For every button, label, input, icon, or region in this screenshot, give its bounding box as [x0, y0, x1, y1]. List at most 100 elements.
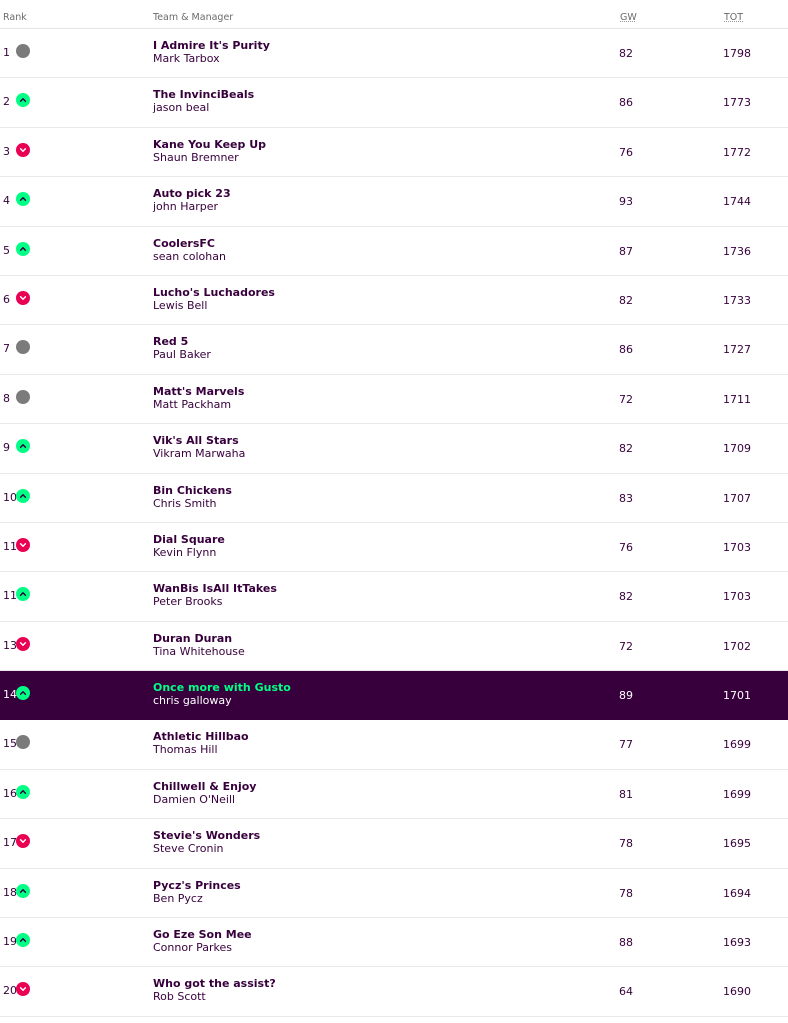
rank-up-icon [16, 93, 30, 108]
rank-number: 16 [3, 786, 17, 800]
total-points: 1707 [723, 491, 751, 505]
table-row[interactable]: 2 The InvinciBeals jason beal 86 1773 [0, 78, 788, 128]
manager-name: Thomas Hill [153, 743, 218, 757]
total-points: 1703 [723, 540, 751, 554]
rank-number: 14 [3, 688, 17, 702]
team-name-link[interactable]: Red 5 [153, 335, 189, 349]
gameweek-points: 82 [619, 47, 633, 60]
manager-name: Paul Baker [153, 348, 211, 362]
total-points: 1699 [723, 738, 751, 752]
manager-name: Lewis Bell [153, 298, 208, 312]
team-manager-cell: Matt's Marvels Matt Packham [153, 385, 244, 412]
rank-number: 8 [3, 391, 10, 405]
team-name-link[interactable]: Bin Chickens [153, 483, 232, 497]
team-manager-cell: Go Eze Son Mee Connor Parkes [153, 928, 252, 955]
rank-number: 20 [3, 984, 17, 998]
manager-name: Damien O'Neill [153, 792, 236, 806]
table-row[interactable]: 3 Kane You Keep Up Shaun Bremner 76 1772 [0, 128, 788, 178]
rank-up-icon [16, 933, 30, 948]
team-name-link[interactable]: Pycz's Princes [153, 878, 241, 892]
total-points: 1727 [723, 343, 751, 357]
table-row[interactable]: 11 WanBis IsAll ItTakes Peter Brooks 82 1703 [0, 572, 788, 622]
total-points: 1744 [723, 195, 751, 209]
team-name-link[interactable]: Lucho's Luchadores [153, 285, 275, 299]
manager-name: Vikram Marwaha [153, 447, 246, 461]
team-name-link[interactable]: Stevie's Wonders [153, 829, 261, 843]
team-name-link[interactable]: Auto pick 23 [153, 187, 231, 201]
total-points: 1773 [723, 96, 751, 110]
manager-name: Rob Scott [153, 990, 206, 1004]
team-manager-cell: Auto pick 23 john Harper [153, 187, 231, 214]
team-name-link[interactable]: WanBis IsAll ItTakes [153, 582, 277, 596]
rank-number: 1 [3, 46, 10, 59]
team-name-link[interactable]: I Admire It's Purity [153, 39, 270, 52]
rank-number: 18 [3, 885, 17, 899]
table-row[interactable]: 9 Vik's All Stars Vikram Marwaha 82 1709 [0, 424, 788, 474]
team-name-link[interactable]: CoolersFC [153, 236, 215, 250]
rank-unchanged-icon [16, 735, 30, 750]
team-manager-cell: I Admire It's Purity Mark Tarbox [153, 39, 270, 66]
team-name-link[interactable]: Athletic Hillbao [153, 730, 249, 744]
gameweek-points: 81 [619, 787, 633, 801]
rank-number: 15 [3, 737, 17, 751]
rank-number: 4 [3, 194, 10, 208]
total-points-column-header[interactable]: TOT [724, 12, 744, 23]
manager-name: Matt Packham [153, 397, 232, 411]
table-row[interactable]: 6 Lucho's Luchadores Lewis Bell 82 1733 [0, 276, 788, 326]
gameweek-points: 89 [619, 689, 633, 703]
team-name-link[interactable]: The InvinciBeals [153, 88, 255, 102]
table-row[interactable]: 7 Red 5 Paul Baker 86 1727 [0, 325, 788, 375]
rank-down-icon [16, 142, 30, 157]
gameweek-points: 88 [619, 936, 633, 950]
manager-name: Peter Brooks [153, 595, 223, 609]
table-row[interactable]: 4 Auto pick 23 john Harper 93 1744 [0, 177, 788, 227]
team-name-link[interactable]: Matt's Marvels [153, 384, 245, 398]
table-row[interactable]: 18 Pycz's Princes Ben Pycz 78 1694 [0, 869, 788, 919]
table-row[interactable]: 16 Chillwell & Enjoy Damien O'Neill 81 1699 [0, 770, 788, 820]
gameweek-points-column-header[interactable]: GW [620, 12, 637, 23]
rank-number: 13 [3, 638, 17, 652]
team-name-link[interactable]: Chillwell & Enjoy [153, 779, 257, 793]
rank-up-icon [16, 587, 30, 602]
total-points: 1699 [723, 787, 751, 801]
manager-name: Mark Tarbox [153, 52, 220, 65]
rank-unchanged-icon [16, 44, 30, 58]
team-name-link[interactable]: Vik's All Stars [153, 434, 239, 448]
table-row[interactable]: 8 Matt's Marvels Matt Packham 72 1711 [0, 375, 788, 425]
table-row[interactable]: 5 CoolersFC sean colohan 87 1736 [0, 227, 788, 276]
table-row[interactable]: 15 Athletic Hillbao Thomas Hill 77 1699 [0, 720, 788, 770]
rank-up-icon [16, 686, 30, 701]
team-manager-cell: Pycz's Princes Ben Pycz [153, 879, 241, 906]
table-row[interactable]: 11 Dial Square Kevin Flynn 76 1703 [0, 523, 788, 573]
total-points: 1772 [723, 145, 751, 159]
manager-name: Chris Smith [153, 496, 217, 510]
team-name-link[interactable]: Duran Duran [153, 631, 233, 645]
gameweek-points: 76 [619, 540, 633, 554]
table-row[interactable]: 19 Go Eze Son Mee Connor Parkes 88 1693 [0, 918, 788, 968]
team-name-link[interactable]: Who got the assist? [153, 977, 276, 991]
rank-up-icon [16, 883, 30, 898]
team-name-link[interactable]: Kane You Keep Up [153, 137, 267, 151]
table-row[interactable]: 13 Duran Duran Tina Whitehouse 72 1702 [0, 622, 788, 672]
rank-down-icon [16, 982, 30, 997]
table-row[interactable]: 20 Who got the assist? Rob Scott 64 1690 [0, 967, 788, 1017]
table-row[interactable]: 1 I Admire It's Purity Mark Tarbox 82 1798 [0, 29, 788, 79]
team-name-link[interactable]: Go Eze Son Mee [153, 928, 252, 942]
team-manager-cell: Bin Chickens Chris Smith [153, 484, 232, 511]
rank-up-icon [16, 488, 30, 503]
team-name-link[interactable]: Once more with Gusto [153, 681, 291, 695]
table-row-my-team[interactable]: 14 Once more with Gusto chris galloway 89 17… [0, 671, 788, 721]
manager-name: john Harper [153, 200, 219, 214]
gameweek-points: 72 [619, 639, 633, 653]
rank-number: 3 [3, 144, 10, 158]
table-row[interactable]: 17 Stevie's Wonders Steve Cronin 78 1695 [0, 819, 788, 869]
manager-name: jason beal [153, 101, 210, 115]
team-manager-cell: Vik's All Stars Vikram Marwaha [153, 434, 245, 461]
team-name-link[interactable]: Dial Square [153, 532, 225, 546]
table-row[interactable]: 10 Bin Chickens Chris Smith 83 1707 [0, 474, 788, 523]
gameweek-points: 82 [619, 442, 633, 456]
gameweek-points: 72 [619, 392, 633, 406]
manager-name: Shaun Bremner [153, 150, 239, 164]
gameweek-points: 87 [619, 244, 633, 258]
